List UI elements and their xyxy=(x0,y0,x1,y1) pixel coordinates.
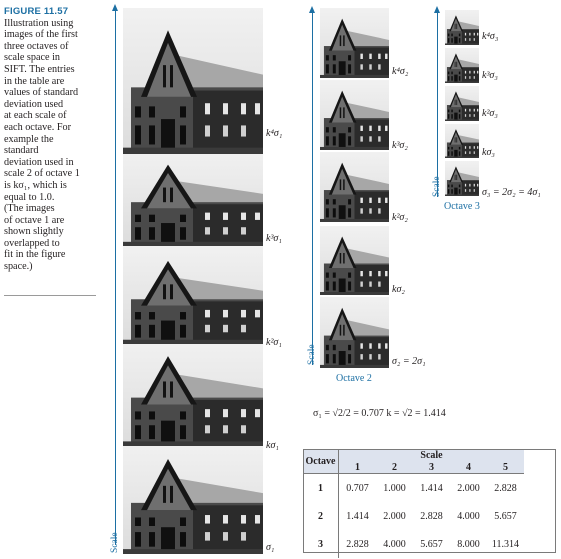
table-cell: 8.000 xyxy=(457,538,480,550)
table-cell: 4.000 xyxy=(457,510,480,522)
table-cell: 5.657 xyxy=(494,510,517,522)
octave-3-scale-2-label: kσ₃ xyxy=(482,147,495,158)
table-row-octave: 3 xyxy=(303,530,339,558)
octave-1-scale-2-label: kσ₁ xyxy=(266,440,279,451)
table-scale-header: Scale xyxy=(420,449,443,461)
octave-1-scale-1-label: σ₁ xyxy=(266,542,275,553)
caption-line: (The images xyxy=(4,203,55,215)
table-row: 2 1.414 2.000 2.828 4.000 5.657 xyxy=(303,502,524,530)
caption-line: scale space in xyxy=(4,52,61,64)
table-column-header: 3 xyxy=(413,461,450,474)
octave-2-scale-axis xyxy=(312,12,313,365)
octave-3-scale-axis xyxy=(437,12,438,197)
table-column-header: 1 xyxy=(338,461,376,474)
octave-2-scale-4-image xyxy=(320,80,389,150)
octave-1-scale-5-label: k⁴σ₁ xyxy=(266,128,283,139)
octave-2-scale-2-label: kσ₂ xyxy=(392,284,405,295)
octave-2-scale-1-image xyxy=(320,297,389,368)
octave-1-scale-4-image xyxy=(123,150,263,246)
octave-2-scale-5-label: k⁴σ₂ xyxy=(392,66,409,77)
table-cell: 2.828 xyxy=(346,538,369,550)
octave-2-scale-3-label: k²σ₂ xyxy=(392,212,408,223)
caption-line: each octave. For xyxy=(4,121,72,133)
sigma-k-formula: σ₁ = √2/2 = 0.707 k = √2 = 1.414 xyxy=(313,408,446,419)
octave-1-scale-2-image xyxy=(123,340,263,446)
octave-3-scale-1-label: σ₃ = 2σ₂ = 4σ₁ xyxy=(482,187,541,198)
octave-2-scale-2-image xyxy=(320,226,389,295)
octave-1-axis-arrow xyxy=(112,4,118,11)
table-row-octave: 2 xyxy=(303,502,339,530)
octave-3-scale-3-image xyxy=(445,86,479,121)
octave-1-scale-4-label: k³σ₁ xyxy=(266,233,282,244)
octave-2-scale-4-label: k³σ₂ xyxy=(392,140,408,151)
table-cell: 2.828 xyxy=(494,482,517,494)
table-row: 3 2.828 4.000 5.657 8.000 11.314 xyxy=(303,530,524,558)
octave-3-scale-4-label: k³σ₃ xyxy=(482,70,498,81)
caption-line: in the table are xyxy=(4,75,65,87)
caption-line: three octaves of xyxy=(4,40,69,52)
octave-2-title: Octave 2 xyxy=(336,373,372,384)
figure-label: FIGURE 11.57 xyxy=(4,6,69,17)
octave-2-scale-3-image xyxy=(320,152,389,222)
octave-1-scale-5-image xyxy=(123,8,263,154)
octave-3-axis-arrow xyxy=(434,6,440,13)
octave-3-title: Octave 3 xyxy=(444,201,480,212)
caption-text: Illustration using images of the first thr… xyxy=(4,18,96,273)
caption-line: deviation used in xyxy=(4,156,74,168)
table-cell: 2.000 xyxy=(383,510,406,522)
octave-3-axis-label: Scale xyxy=(432,176,442,197)
table-cell: 1.414 xyxy=(420,482,443,494)
octave-3-scale-2-image xyxy=(445,124,479,158)
octave-2-axis-arrow xyxy=(309,6,315,13)
caption-line: of octave 1 are xyxy=(4,214,65,226)
table-octave-header: Octave xyxy=(303,449,339,474)
table-cell: 0.707 xyxy=(346,482,369,494)
table-cell: 1.000 xyxy=(383,482,406,494)
caption-line: at each scale of xyxy=(4,110,67,122)
caption-line: example the xyxy=(4,133,54,145)
octave-1-scale-1-image xyxy=(123,442,263,554)
table-cell: 4.000 xyxy=(383,538,406,550)
octave-1-scale-3-label: k²σ₁ xyxy=(266,337,282,348)
octave-3-scale-4-image xyxy=(445,48,479,83)
caption-line: is kσ₁, which is xyxy=(4,179,67,191)
caption-line: deviation used xyxy=(4,98,64,110)
caption-line: equal to 1.0. xyxy=(4,191,55,203)
octave-3-scale-3-label: k²σ₃ xyxy=(482,108,498,119)
table-column-header: 5 xyxy=(487,461,524,474)
caption-line: values of standard xyxy=(4,87,79,99)
table-column-header: 2 xyxy=(376,461,413,474)
caption-line: images of the first xyxy=(4,29,78,41)
figure-caption: FIGURE 11.57 Illustration using images of… xyxy=(4,6,96,273)
octave-2-scale-1-label: σ₂ = 2σ₁ xyxy=(392,356,426,367)
caption-line: standard xyxy=(4,145,39,157)
caption-line: space.) xyxy=(4,261,33,273)
caption-line: scale 2 of octave 1 xyxy=(4,168,80,180)
caption-line: SIFT. The entries xyxy=(4,63,75,75)
octave-1-scale-axis xyxy=(115,10,116,545)
octave-2-scale-5-image xyxy=(320,8,389,78)
table-cell: 2.828 xyxy=(420,510,443,522)
caption-line: overlapped to xyxy=(4,237,60,249)
octave-3-scale-1-image xyxy=(445,161,479,196)
caption-divider xyxy=(4,295,96,296)
table-cell: 2.000 xyxy=(457,482,480,494)
octave-1-scale-3-image xyxy=(123,246,263,344)
octave-3-scale-5-label: k⁴σ₃ xyxy=(482,31,499,42)
caption-line: fit in the figure xyxy=(4,249,66,261)
table-cell: 11.314 xyxy=(491,538,520,550)
table-cell: 5.657 xyxy=(420,538,443,550)
caption-line: shown slightly xyxy=(4,226,64,238)
octave-1-axis-label: Scale xyxy=(110,532,120,553)
table-cell: 1.414 xyxy=(346,510,369,522)
scale-space-table: Octave Scale 1 2 3 4 5 1 0.707 1.000 1.4… xyxy=(303,449,524,558)
table-row-octave: 1 xyxy=(303,473,339,502)
caption-line: Illustration using xyxy=(4,17,74,29)
table-row: 1 0.707 1.000 1.414 2.000 2.828 xyxy=(303,473,524,502)
octave-2-axis-label: Scale xyxy=(307,344,317,365)
octave-3-scale-5-image xyxy=(445,10,479,45)
table-column-header: 4 xyxy=(450,461,487,474)
